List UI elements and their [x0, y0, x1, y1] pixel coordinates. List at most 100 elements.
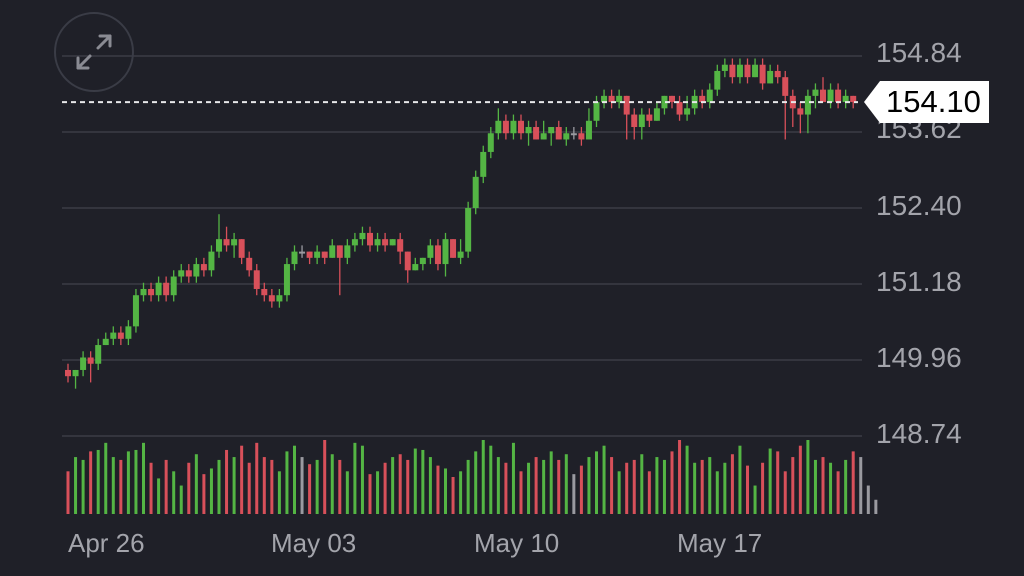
volume-bar — [715, 471, 719, 514]
volume-bar — [866, 485, 870, 514]
volume-bar — [670, 451, 674, 514]
volume-bar — [685, 445, 689, 514]
volume-bar — [459, 471, 463, 514]
volume-bar — [428, 457, 432, 514]
volume-bar — [557, 459, 561, 514]
volume-bar — [134, 449, 138, 514]
candle-body — [631, 114, 638, 128]
volume-bar — [798, 445, 802, 514]
y-tick-label: 152.40 — [876, 190, 962, 221]
candle-body — [450, 239, 457, 258]
volume-bar — [436, 465, 440, 514]
candle-body — [850, 95, 857, 103]
candle-body — [299, 251, 306, 254]
volume-bar — [534, 457, 538, 514]
volume-bar — [247, 462, 251, 514]
volume-bar — [232, 457, 236, 514]
candle-body — [812, 89, 819, 96]
candle-body — [216, 239, 222, 252]
candle-body — [563, 133, 570, 140]
expand-arrows-icon — [76, 34, 112, 70]
candle-body — [699, 95, 706, 103]
candle-body — [238, 239, 245, 258]
current-price-tag: 154.10 — [864, 81, 989, 123]
candle-body — [170, 276, 177, 296]
volume-bar — [549, 451, 553, 514]
volume-bar — [874, 499, 878, 514]
volume-bar — [179, 485, 183, 514]
candle-body — [782, 77, 789, 96]
volume-bar — [527, 462, 531, 514]
volume-bar — [813, 459, 817, 514]
candle-body — [412, 264, 419, 271]
volume-bar — [776, 451, 780, 514]
volume-bar — [66, 471, 70, 514]
x-tick-label: May 10 — [474, 528, 560, 558]
candle-body — [65, 369, 71, 377]
candle-body — [638, 114, 645, 128]
candle-body — [72, 369, 79, 377]
candle-body — [827, 89, 834, 103]
volume-bar — [496, 457, 500, 514]
candle-body — [774, 70, 781, 78]
candle-body — [404, 251, 411, 271]
candle-body — [487, 133, 494, 152]
volume-bar — [81, 459, 85, 514]
volume-bar — [708, 457, 712, 514]
candle-body — [729, 64, 736, 78]
candle-body — [185, 270, 192, 277]
candle-body — [148, 288, 155, 296]
volume-bar — [761, 462, 765, 514]
volume-bar — [398, 454, 402, 514]
candle-body — [593, 102, 600, 121]
candle-body — [200, 264, 207, 271]
volume-bar — [262, 457, 266, 514]
volume-bar — [579, 465, 583, 514]
candle-body — [374, 239, 381, 246]
y-tick-label: 151.18 — [876, 266, 962, 297]
candle-body — [820, 89, 826, 103]
candle-body — [80, 357, 87, 370]
candle-body — [533, 127, 540, 140]
x-tick-label: Apr 26 — [68, 528, 145, 558]
volume-bar — [126, 451, 130, 514]
candle-body — [835, 89, 842, 103]
volume-bar — [406, 459, 410, 514]
candle-body — [283, 264, 290, 296]
volume-bar — [640, 454, 644, 514]
candle-body — [457, 251, 464, 258]
volume-bar — [602, 445, 606, 514]
volume-bar — [293, 445, 296, 514]
candle-body — [208, 251, 215, 271]
candle-body — [117, 332, 124, 339]
volume-bar — [194, 454, 198, 514]
volume-bar — [383, 462, 387, 514]
volume-bar — [625, 462, 629, 514]
candle-body — [389, 239, 396, 246]
candle-body — [540, 133, 547, 140]
candle-body — [797, 108, 804, 115]
volume-bar — [693, 462, 697, 514]
candle-body — [261, 288, 268, 296]
volume-bar — [783, 471, 787, 514]
candle-body — [132, 295, 139, 327]
volume-bar — [300, 457, 304, 514]
candle-body — [480, 151, 487, 177]
volume-bar — [647, 471, 651, 514]
candle-body — [502, 120, 509, 134]
candle-body — [336, 245, 343, 258]
candle-body — [616, 95, 623, 103]
candle-body — [344, 245, 351, 258]
candle-body — [661, 95, 668, 109]
volume-bar — [678, 440, 682, 514]
expand-button[interactable] — [54, 12, 134, 92]
volume-bar — [285, 451, 289, 514]
candle-body — [419, 257, 426, 265]
candle-body — [102, 338, 109, 346]
candle-body — [193, 264, 200, 277]
candle-body — [714, 70, 721, 90]
price-tag-arrow — [864, 81, 880, 123]
candle-body — [268, 295, 275, 302]
candle-body — [397, 239, 404, 252]
